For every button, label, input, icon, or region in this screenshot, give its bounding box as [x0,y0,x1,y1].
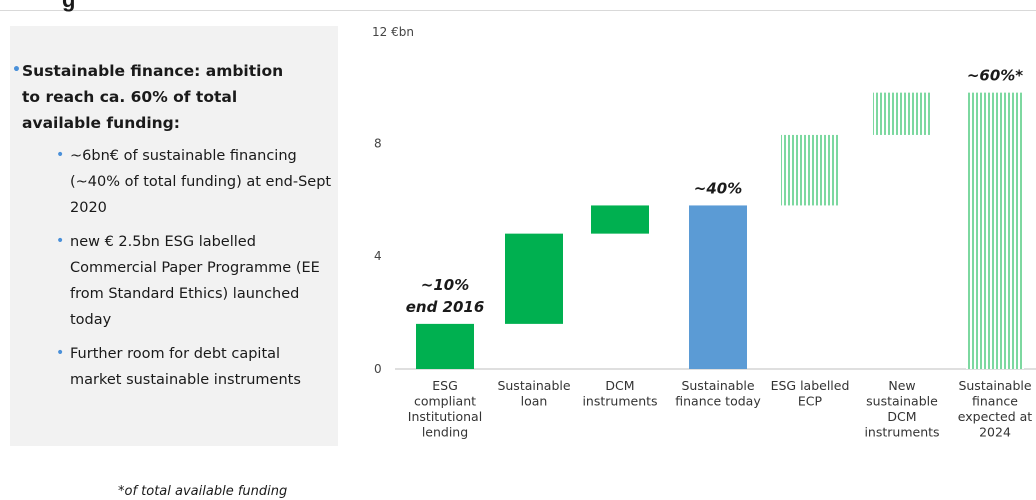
bullet-dot-icon: • [56,345,65,361]
page-title: g [62,0,75,13]
x-tick-label-line: Sustainable [681,378,754,393]
top-divider [0,10,1036,11]
x-tick-label-line: ESG [432,378,458,393]
data-label: ~40% [694,179,742,197]
y-tick-label: 4 [374,249,382,263]
bar [966,92,1024,369]
sub-bullet-list: • ~6bn€ of sustainable financing (~40% o… [56,143,332,401]
sub-bullet: • ~6bn€ of sustainable financing (~40% o… [56,143,332,221]
bullet-dot-icon: • [12,62,21,78]
x-tick-label-line: loan [521,394,548,409]
x-tick-label-line: Sustainable [958,378,1031,393]
data-label: ~10% [421,276,469,294]
data-label: end 2016 [406,298,485,316]
x-tick-label-line: Institutional [408,409,482,424]
x-tick-label-line: expected at [958,409,1033,424]
y-unit-label: 12 €bn [372,25,414,39]
bar [505,233,563,324]
x-tick-label-line: ESG labelled [771,378,850,393]
summary-panel: • Sustainable finance: ambition to reach… [10,26,338,446]
bar [591,205,649,234]
sub-bullet-text: ~6bn€ of sustainable financing (~40% of … [70,148,332,216]
x-tick-label-line: sustainable [866,394,938,409]
main-bullet: • Sustainable finance: ambition to reach… [12,58,302,136]
x-tick-label-line: 2024 [979,425,1011,440]
bar [416,323,474,369]
x-tick-label-line: New [888,378,915,393]
x-tick-label-line: instruments [864,425,939,440]
x-tick-label-line: compliant [414,394,476,409]
footnote: *of total available funding [118,484,288,499]
x-tick-label-line: lending [422,425,468,440]
x-tick-label-line: instruments [582,394,657,409]
x-tick-label-line: ECP [798,394,823,409]
data-label: ~60%* [967,67,1023,85]
main-bullet-text: Sustainable finance: ambition to reach c… [22,62,284,132]
x-tick-label-line: DCM [887,409,916,424]
sub-bullet-text: new € 2.5bn ESG labelled Commercial Pape… [70,234,320,328]
bar [781,134,839,206]
sub-bullet: • Further room for debt capital market s… [56,341,332,393]
x-tick-label-line: finance [972,394,1018,409]
x-tick-label-line: DCM [605,378,634,393]
x-tick-label-line: finance today [675,394,761,409]
y-tick-label: 0 [374,362,382,376]
sub-bullet: • new € 2.5bn ESG labelled Commercial Pa… [56,229,332,333]
sub-bullet-text: Further room for debt capital market sus… [70,346,301,388]
bar [689,205,747,369]
bar [873,92,931,135]
y-tick-label: 8 [374,136,382,150]
bullet-dot-icon: • [56,147,65,163]
bullet-dot-icon: • [56,233,65,249]
x-tick-label-line: Sustainable [497,378,570,393]
